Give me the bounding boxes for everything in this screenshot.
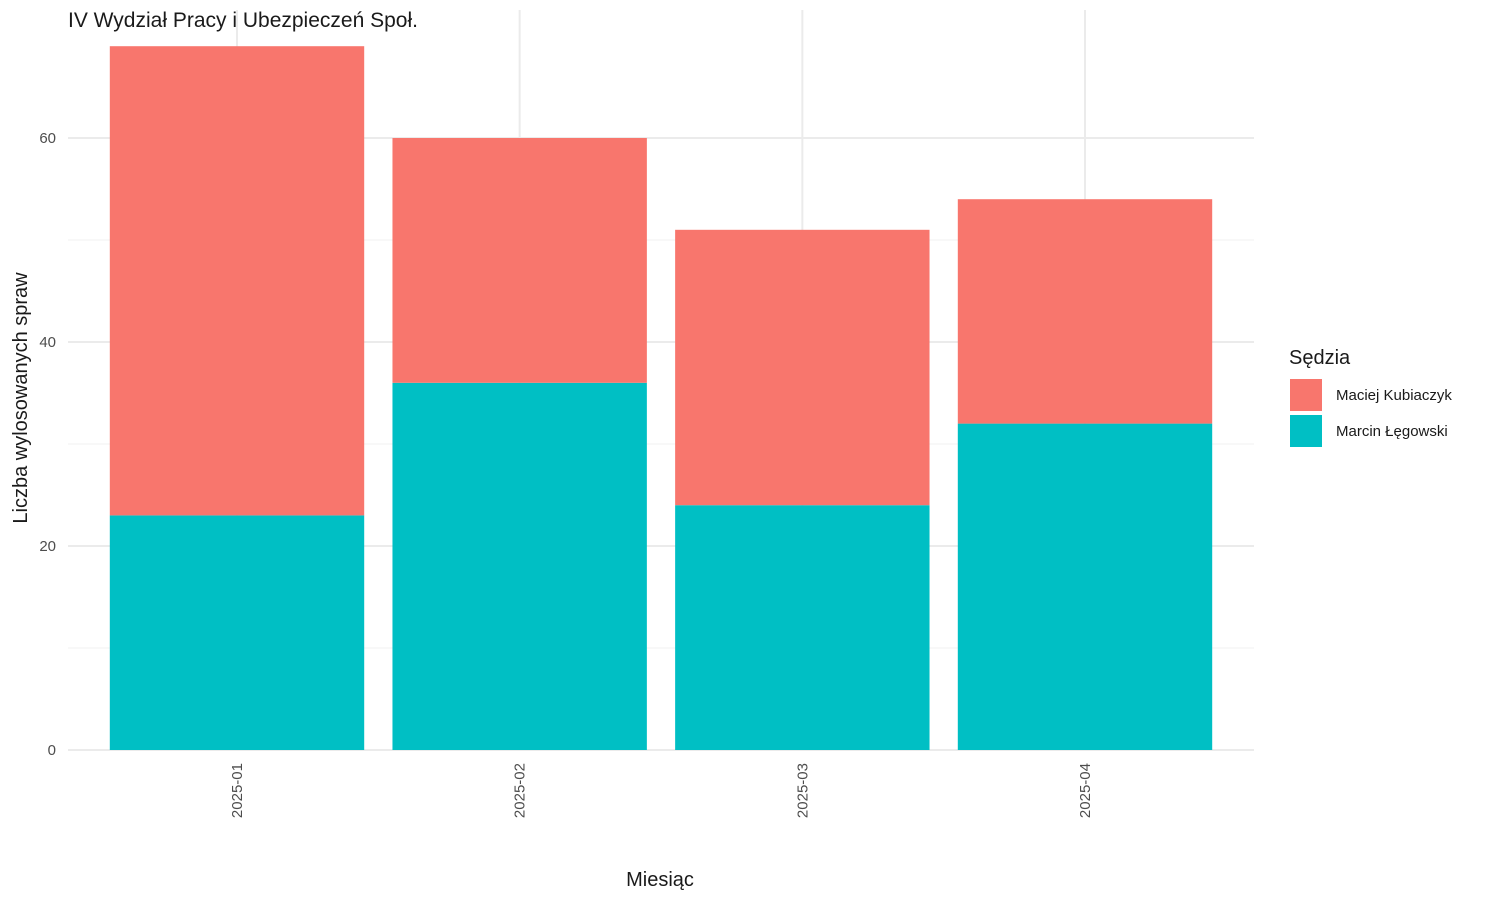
bar-maciej-kubiaczyk-2025-01: [109, 46, 365, 516]
bar-marcin-legowski-2025-02: [392, 382, 647, 750]
bar-marcin-legowski-2025-04: [957, 423, 1213, 750]
x-axis-title: Miesiąc: [626, 869, 694, 891]
x-axis-ticks: 2025-01 2025-02 2025-03 2025-04: [229, 763, 1094, 818]
x-tick-label-2025-04: 2025-04: [1077, 763, 1094, 818]
bar-maciej-kubiaczyk-2025-02: [392, 138, 647, 383]
bar-marcin-legowski-2025-03: [675, 505, 930, 750]
bar-maciej-kubiaczyk-2025-04: [957, 199, 1213, 424]
bar-marcin-legowski-2025-01: [109, 515, 365, 750]
legend-label-maciej-kubiaczyk: Maciej Kubiaczyk: [1336, 387, 1452, 404]
legend-key-marcin-legowski: [1290, 415, 1322, 447]
y-tick-label-20: 20: [39, 538, 56, 555]
legend-label-marcin-legowski: Marcin Łęgowski: [1336, 423, 1448, 440]
y-axis-title: Liczba wylosowanych spraw: [10, 272, 32, 524]
chart-title: IV Wydział Pracy i Ubezpieczeń Społ.: [68, 9, 418, 32]
x-tick-label-2025-03: 2025-03: [794, 763, 811, 818]
legend-key-maciej-kubiaczyk: [1290, 379, 1322, 411]
bars: [109, 46, 1213, 750]
y-tick-label-40: 40: [39, 334, 56, 351]
x-tick-label-2025-01: 2025-01: [229, 763, 246, 818]
legend: Sędzia Maciej Kubiaczyk Marcin Łęgowski: [1289, 347, 1452, 447]
y-axis-ticks: 0 20 40 60: [39, 130, 56, 759]
x-tick-label-2025-02: 2025-02: [512, 763, 529, 818]
bar-maciej-kubiaczyk-2025-03: [675, 229, 930, 506]
legend-title: Sędzia: [1289, 347, 1351, 369]
y-tick-label-60: 60: [39, 130, 56, 147]
y-tick-label-0: 0: [48, 742, 56, 759]
